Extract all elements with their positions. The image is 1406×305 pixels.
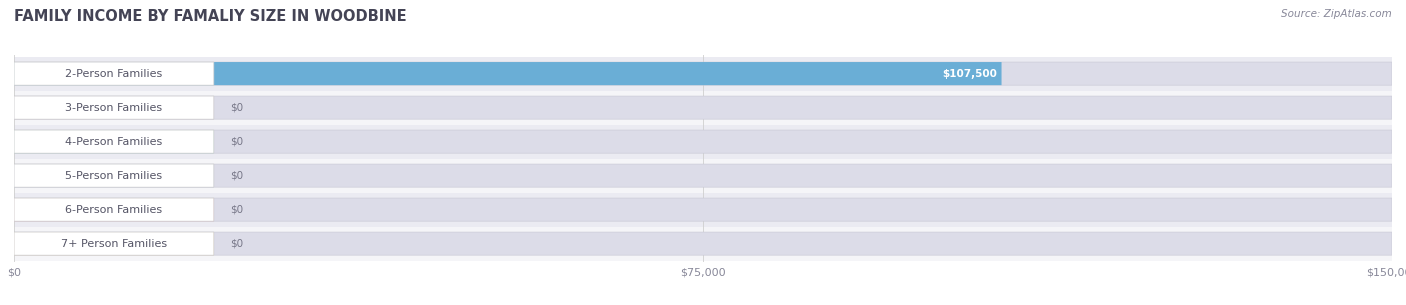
Text: $0: $0 [231, 205, 243, 215]
Text: $0: $0 [231, 102, 243, 113]
Text: 3-Person Families: 3-Person Families [66, 102, 163, 113]
Text: $0: $0 [231, 170, 243, 181]
FancyBboxPatch shape [14, 96, 214, 119]
Text: $0: $0 [231, 239, 243, 249]
Text: $0: $0 [231, 137, 243, 147]
Text: 2-Person Families: 2-Person Families [65, 69, 163, 79]
Text: 7+ Person Families: 7+ Person Families [60, 239, 167, 249]
Bar [14, 91, 1392, 125]
Text: 4-Person Families: 4-Person Families [65, 137, 163, 147]
FancyBboxPatch shape [14, 232, 214, 255]
FancyBboxPatch shape [14, 130, 214, 153]
Bar [14, 227, 1392, 260]
FancyBboxPatch shape [14, 96, 214, 119]
Bar [14, 125, 1392, 159]
FancyBboxPatch shape [14, 198, 1392, 221]
FancyBboxPatch shape [14, 130, 214, 153]
FancyBboxPatch shape [14, 164, 214, 187]
Bar [14, 57, 1392, 91]
FancyBboxPatch shape [14, 62, 214, 85]
FancyBboxPatch shape [14, 96, 1392, 119]
Bar [14, 159, 1392, 192]
Text: 5-Person Families: 5-Person Families [66, 170, 163, 181]
FancyBboxPatch shape [14, 164, 214, 187]
Text: FAMILY INCOME BY FAMALIY SIZE IN WOODBINE: FAMILY INCOME BY FAMALIY SIZE IN WOODBIN… [14, 9, 406, 24]
Text: 6-Person Families: 6-Person Families [66, 205, 163, 215]
FancyBboxPatch shape [14, 198, 214, 221]
FancyBboxPatch shape [14, 232, 1392, 255]
FancyBboxPatch shape [14, 198, 214, 221]
FancyBboxPatch shape [14, 62, 1392, 85]
Text: $107,500: $107,500 [942, 69, 997, 79]
Bar [14, 192, 1392, 227]
Text: Source: ZipAtlas.com: Source: ZipAtlas.com [1281, 9, 1392, 19]
FancyBboxPatch shape [14, 130, 1392, 153]
FancyBboxPatch shape [14, 232, 214, 255]
FancyBboxPatch shape [14, 164, 1392, 187]
FancyBboxPatch shape [14, 62, 1001, 85]
